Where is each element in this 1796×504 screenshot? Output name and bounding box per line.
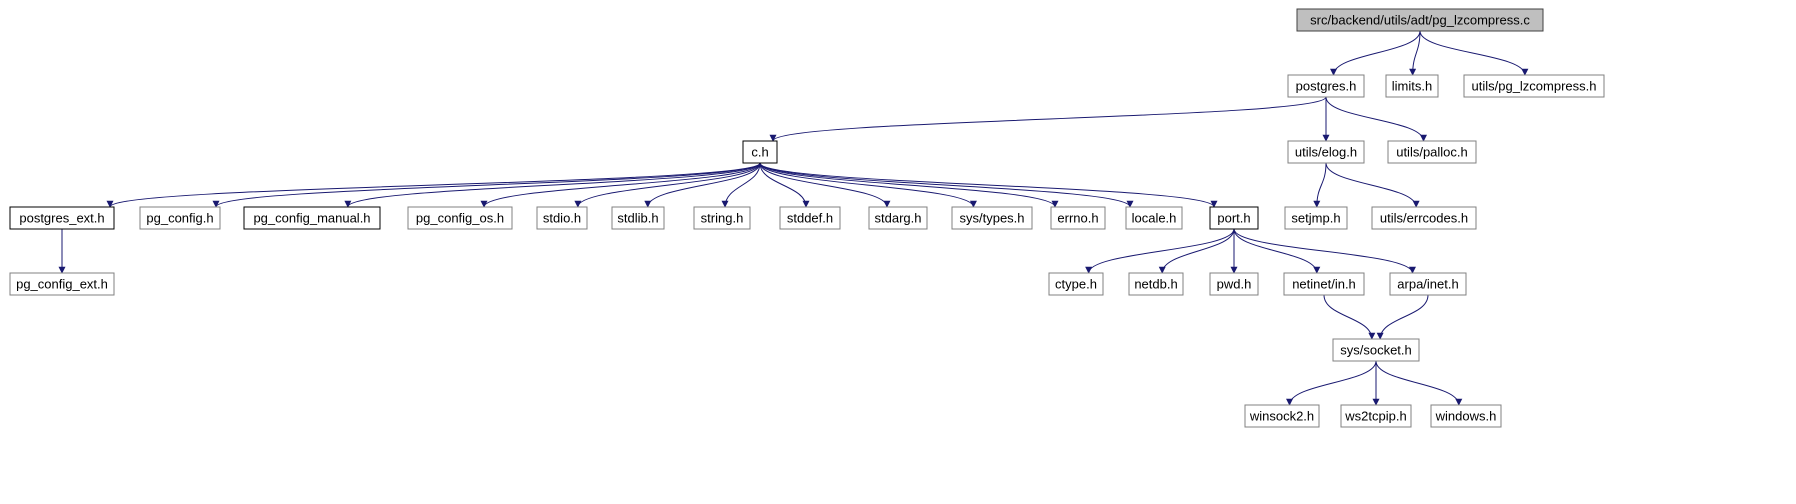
nodes-group: src/backend/utils/adt/pg_lzcompress.cpos… xyxy=(10,9,1604,427)
node-rect-c_h[interactable] xyxy=(743,141,777,163)
node-rect-ctype_h[interactable] xyxy=(1049,273,1103,295)
node-utils_palloc[interactable]: utils/palloc.h xyxy=(1388,141,1476,163)
edge-postgres_h-c_h xyxy=(773,97,1326,141)
node-rect-winsock2[interactable] xyxy=(1245,405,1319,427)
node-rect-utils_palloc[interactable] xyxy=(1388,141,1476,163)
edge-c_h-pg_config xyxy=(216,163,760,207)
node-limits_h[interactable]: limits.h xyxy=(1386,75,1438,97)
edge-sys_socket-windows_h xyxy=(1376,361,1459,405)
node-rect-stdarg_h[interactable] xyxy=(869,207,927,229)
node-root[interactable]: src/backend/utils/adt/pg_lzcompress.c xyxy=(1297,9,1543,31)
node-pg_config_manual[interactable]: pg_config_manual.h xyxy=(244,207,380,229)
edge-c_h-pg_config_os xyxy=(484,163,760,207)
node-rect-utils_pg_lz[interactable] xyxy=(1464,75,1604,97)
node-rect-stddef_h[interactable] xyxy=(780,207,840,229)
node-winsock2[interactable]: winsock2.h xyxy=(1245,405,1319,427)
node-rect-postgres_h[interactable] xyxy=(1288,75,1364,97)
edge-root-postgres_h xyxy=(1334,31,1420,75)
edge-c_h-locale_h xyxy=(760,163,1130,207)
node-rect-locale_h[interactable] xyxy=(1126,207,1182,229)
node-rect-utils_elog[interactable] xyxy=(1288,141,1364,163)
node-utils_elog[interactable]: utils/elog.h xyxy=(1288,141,1364,163)
node-ws2tcpip[interactable]: ws2tcpip.h xyxy=(1341,405,1411,427)
node-stddef_h[interactable]: stddef.h xyxy=(780,207,840,229)
node-sys_types[interactable]: sys/types.h xyxy=(952,207,1032,229)
node-rect-arpa_inet[interactable] xyxy=(1390,273,1466,295)
edge-port_h-ctype_h xyxy=(1089,229,1234,273)
edge-c_h-postgres_ext xyxy=(110,163,760,207)
node-utils_pg_lz[interactable]: utils/pg_lzcompress.h xyxy=(1464,75,1604,97)
edge-port_h-netdb_h xyxy=(1162,229,1234,273)
node-netdb_h[interactable]: netdb.h xyxy=(1129,273,1183,295)
node-errno_h[interactable]: errno.h xyxy=(1051,207,1105,229)
node-rect-utils_errcodes[interactable] xyxy=(1372,207,1476,229)
node-pg_config[interactable]: pg_config.h xyxy=(140,207,220,229)
node-pg_config_os[interactable]: pg_config_os.h xyxy=(408,207,512,229)
node-stdio_h[interactable]: stdio.h xyxy=(537,207,587,229)
node-postgres_ext[interactable]: postgres_ext.h xyxy=(10,207,114,229)
node-rect-errno_h[interactable] xyxy=(1051,207,1105,229)
node-setjmp_h[interactable]: setjmp.h xyxy=(1285,207,1347,229)
edge-port_h-arpa_inet xyxy=(1234,229,1412,273)
edge-arpa_inet-sys_socket xyxy=(1380,295,1428,339)
edge-sys_socket-winsock2 xyxy=(1290,361,1376,405)
node-rect-ws2tcpip[interactable] xyxy=(1341,405,1411,427)
node-rect-netdb_h[interactable] xyxy=(1129,273,1183,295)
edge-port_h-netinet_in xyxy=(1234,229,1317,273)
node-windows_h[interactable]: windows.h xyxy=(1431,405,1501,427)
node-stdarg_h[interactable]: stdarg.h xyxy=(869,207,927,229)
node-arpa_inet[interactable]: arpa/inet.h xyxy=(1390,273,1466,295)
node-pg_config_ext[interactable]: pg_config_ext.h xyxy=(10,273,114,295)
node-pwd_h[interactable]: pwd.h xyxy=(1210,273,1258,295)
edge-netinet_in-sys_socket xyxy=(1324,295,1372,339)
dependency-graph: src/backend/utils/adt/pg_lzcompress.cpos… xyxy=(0,0,1796,504)
node-postgres_h[interactable]: postgres.h xyxy=(1288,75,1364,97)
node-rect-stdio_h[interactable] xyxy=(537,207,587,229)
node-rect-pg_config_ext[interactable] xyxy=(10,273,114,295)
node-string_h[interactable]: string.h xyxy=(694,207,750,229)
node-rect-setjmp_h[interactable] xyxy=(1285,207,1347,229)
node-rect-root[interactable] xyxy=(1297,9,1543,31)
edge-c_h-pg_config_manual xyxy=(348,163,760,207)
node-ctype_h[interactable]: ctype.h xyxy=(1049,273,1103,295)
node-rect-pg_config_manual[interactable] xyxy=(244,207,380,229)
edge-c_h-port_h xyxy=(760,163,1214,207)
node-rect-pwd_h[interactable] xyxy=(1210,273,1258,295)
node-stdlib_h[interactable]: stdlib.h xyxy=(612,207,664,229)
node-netinet_in[interactable]: netinet/in.h xyxy=(1284,273,1364,295)
node-sys_socket[interactable]: sys/socket.h xyxy=(1333,339,1419,361)
node-locale_h[interactable]: locale.h xyxy=(1126,207,1182,229)
edge-c_h-stdio_h xyxy=(578,163,760,207)
node-rect-pg_config_os[interactable] xyxy=(408,207,512,229)
node-rect-sys_types[interactable] xyxy=(952,207,1032,229)
node-port_h[interactable]: port.h xyxy=(1210,207,1258,229)
node-rect-limits_h[interactable] xyxy=(1386,75,1438,97)
node-rect-port_h[interactable] xyxy=(1210,207,1258,229)
node-rect-sys_socket[interactable] xyxy=(1333,339,1419,361)
node-rect-pg_config[interactable] xyxy=(140,207,220,229)
node-c_h[interactable]: c.h xyxy=(743,141,777,163)
edge-utils_elog-setjmp_h xyxy=(1317,163,1326,207)
edge-utils_elog-utils_errcodes xyxy=(1326,163,1416,207)
node-rect-postgres_ext[interactable] xyxy=(10,207,114,229)
node-utils_errcodes[interactable]: utils/errcodes.h xyxy=(1372,207,1476,229)
node-rect-stdlib_h[interactable] xyxy=(612,207,664,229)
node-rect-netinet_in[interactable] xyxy=(1284,273,1364,295)
edge-root-utils_pg_lz xyxy=(1420,31,1525,75)
edge-postgres_h-utils_palloc xyxy=(1326,97,1424,141)
node-rect-string_h[interactable] xyxy=(694,207,750,229)
node-rect-windows_h[interactable] xyxy=(1431,405,1501,427)
